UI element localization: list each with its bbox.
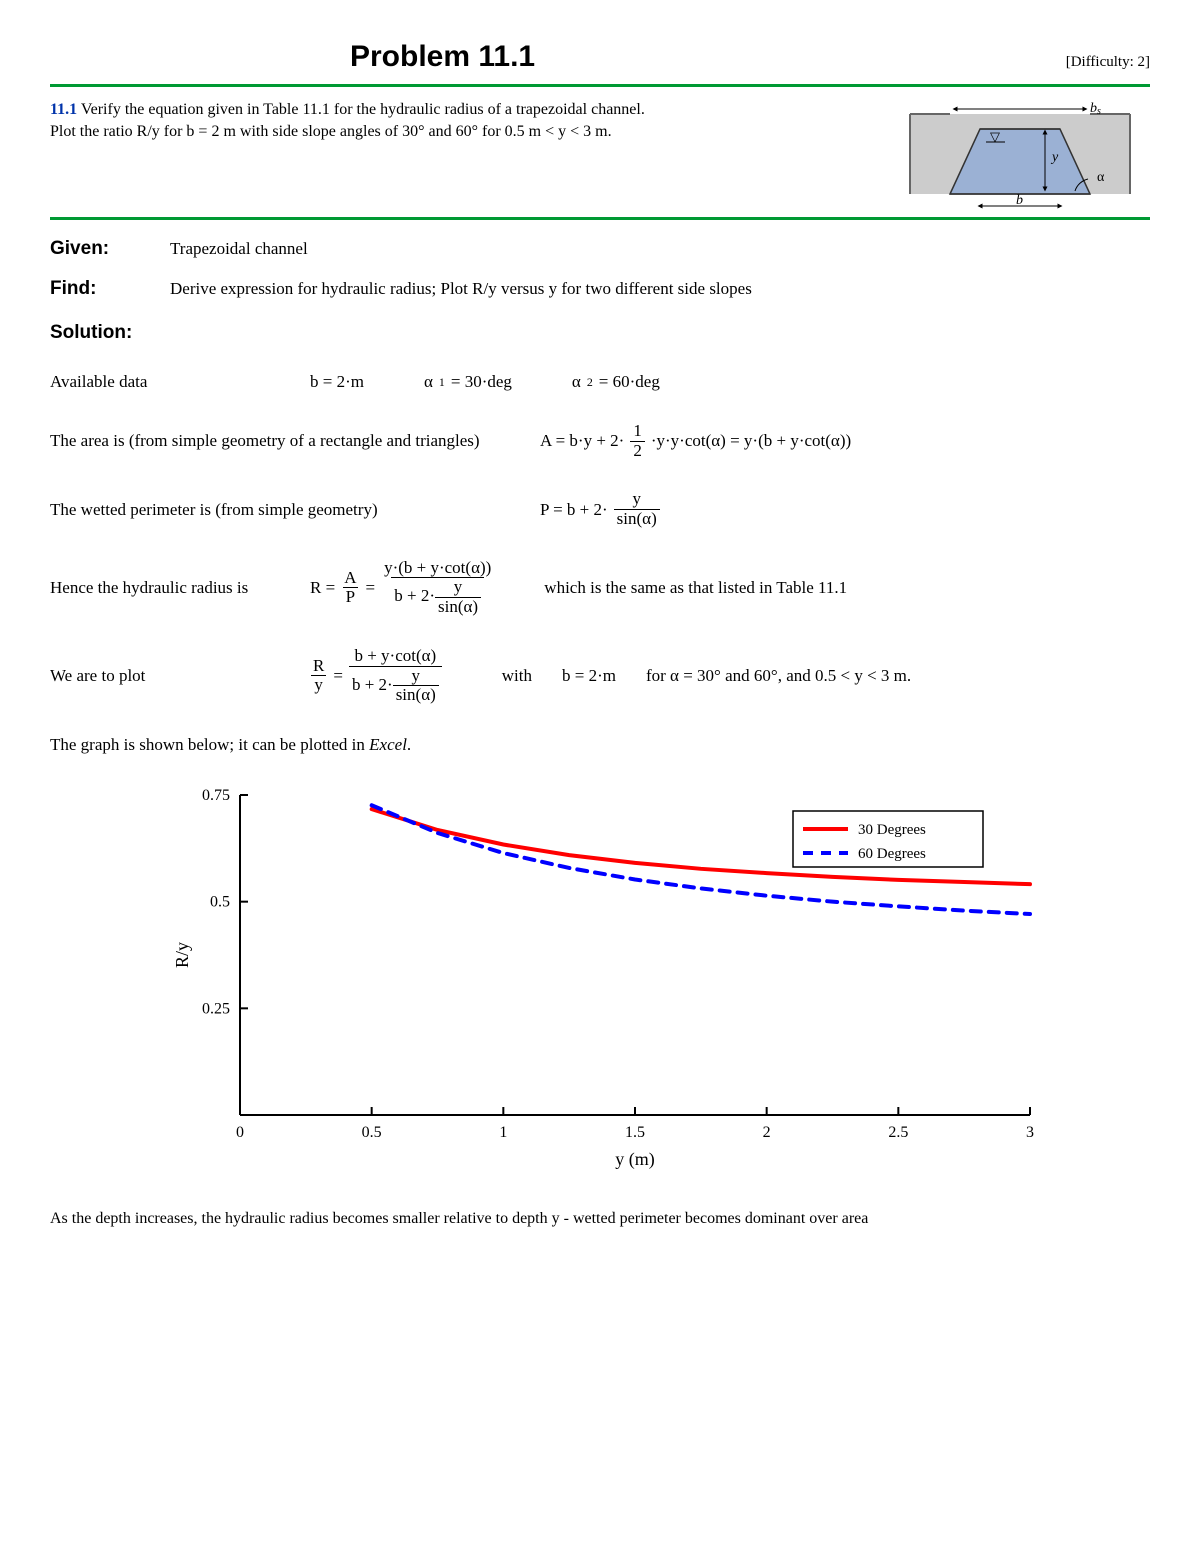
radius-text: Hence the hydraulic radius is [50,578,280,598]
svg-text:2: 2 [763,1124,771,1141]
svg-text:1.5: 1.5 [625,1124,645,1141]
radius-after: which is the same as that listed in Tabl… [544,578,847,598]
ry-chart: 0 0.5 1 1.5 2 2.5 3 0.25 0.5 0.75 y (m) R/y 30 Degre… [170,775,1050,1175]
perim-text: The wetted perimeter is (from simple geo… [50,500,510,520]
svg-text:2.5: 2.5 [888,1124,908,1141]
radius-row: Hence the hydraulic radius is R = AP = y… [50,559,1150,617]
header: Problem 11.1 [Difficulty: 2] [50,40,1150,74]
find-body: Derive expression for hydraulic radius; … [170,279,752,299]
svg-text:1: 1 [499,1124,507,1141]
intro-body: Verify the equation given in Table 11.1 … [50,101,645,140]
svg-text:y (m): y (m) [615,1149,655,1170]
toplot-row: We are to plot Ry = b + y·cot(α) b + 2·y… [50,647,1150,705]
perim-eq: P = b + 2· ysin(α) [540,490,660,528]
available-data: Available data b = 2·m α1 = 30·deg α2 = … [50,372,1150,392]
b-label: b [1016,193,1023,208]
toplot-eq: Ry = b + y·cot(α) b + 2·ysin(α) [310,647,442,705]
given-row: Given: Trapezoidal channel [50,238,1150,260]
available-label: Available data [50,372,250,392]
bs-label: b [1090,101,1097,116]
svg-text:R/y: R/y [172,942,192,968]
conclusion: As the depth increases, the hydraulic ra… [50,1210,1150,1228]
svg-text:3: 3 [1026,1124,1034,1141]
rule-top [50,84,1150,87]
intro-text: 11.1 Verify the equation given in Table … [50,99,670,142]
svg-text:0.5: 0.5 [362,1124,382,1141]
area-text: The area is (from simple geometry of a r… [50,431,510,451]
trapezoid-diagram: b s y b α ▽ [890,99,1150,209]
area-row: The area is (from simple geometry of a r… [50,422,1150,460]
radius-eq: R = AP = y·(b + y·cot(α)) b + 2·ysin(α) [310,559,494,617]
svg-text:0.5: 0.5 [210,894,230,911]
alpha-label: α [1097,170,1105,185]
given-body: Trapezoidal channel [170,239,308,259]
svg-text:60 Degrees: 60 Degrees [858,846,926,862]
intro-block: 11.1 Verify the equation given in Table … [50,91,1150,213]
alpha1: α1 = 30·deg [424,372,512,392]
given-label: Given: [50,238,170,260]
b-value: b = 2·m [310,372,364,392]
find-label: Find: [50,278,170,300]
area-eq: A = b·y + 2· 12 ·y·y·cot(α) = y·(b + y·c… [540,422,851,460]
toplot-text: We are to plot [50,666,280,686]
toplot-b: b = 2·m [562,666,616,686]
toplot-with: with [502,666,532,686]
rule-bottom [50,217,1150,220]
difficulty-label: [Difficulty: 2] [1066,54,1150,71]
page: Problem 11.1 [Difficulty: 2] 11.1 Verify… [50,40,1150,1228]
y-label: y [1050,150,1059,165]
svg-text:s: s [1097,106,1101,117]
chart-container: 0 0.5 1 1.5 2 2.5 3 0.25 0.5 0.75 y (m) R/y 30 Degre… [170,775,1050,1180]
perim-row: The wetted perimeter is (from simple geo… [50,490,1150,528]
svg-text:0.25: 0.25 [202,1000,230,1017]
problem-title: Problem 11.1 [350,40,535,74]
solution-label: Solution: [50,322,1150,344]
svg-text:0: 0 [236,1124,244,1141]
find-row: Find: Derive expression for hydraulic ra… [50,278,1150,300]
svg-text:30 Degrees: 30 Degrees [858,822,926,838]
problem-number: 11.1 [50,101,77,118]
alpha2: α2 = 60·deg [572,372,660,392]
toplot-cond: for α = 30° and 60°, and 0.5 < y < 3 m. [646,666,911,686]
svg-text:0.75: 0.75 [202,787,230,804]
graph-note: The graph is shown below; it can be plot… [50,735,1150,755]
